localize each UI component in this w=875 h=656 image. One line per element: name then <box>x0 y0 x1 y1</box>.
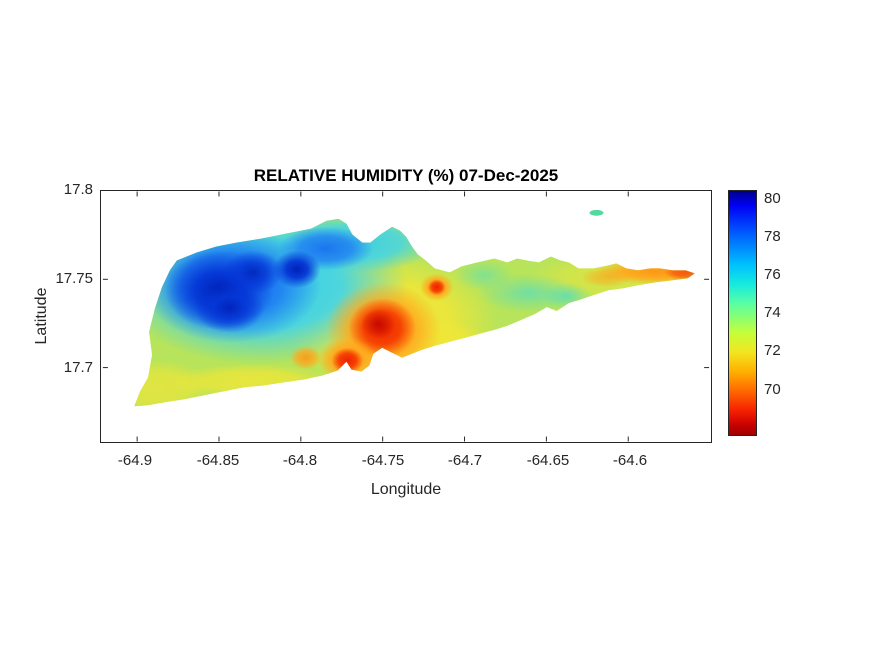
island-heatmap-svg <box>102 191 710 442</box>
x-tick-label: -64.85 <box>196 452 240 469</box>
y-axis-label: Latitude <box>33 287 50 345</box>
colorbar-tick-label: 80 <box>764 190 781 207</box>
y-tick-label: 17.8 <box>63 181 93 198</box>
colorbar-tick-label: 76 <box>764 266 781 283</box>
y-tick-label: 17.75 <box>55 270 93 287</box>
plot-area <box>100 190 712 443</box>
y-tick-label: 17.7 <box>63 359 93 376</box>
x-axis-label: Longitude <box>370 481 442 498</box>
x-tick-label: -64.9 <box>117 452 153 469</box>
islet-northeast <box>589 209 604 216</box>
x-tick-label: -64.75 <box>361 452 405 469</box>
x-tick-label: -64.7 <box>447 452 483 469</box>
colorbar-tick-label: 74 <box>764 304 781 321</box>
colorbar-tick-label: 70 <box>764 381 781 398</box>
axis-tick-marks <box>102 191 710 442</box>
chart-title: RELATIVE HUMIDITY (%) 07-Dec-2025 <box>253 166 559 185</box>
colorbar <box>728 190 757 436</box>
x-tick-label: -64.6 <box>612 452 648 469</box>
colorbar-tick-label: 78 <box>764 228 781 245</box>
colorbar-tick-label: 72 <box>764 342 781 359</box>
island-shape <box>134 218 695 407</box>
x-tick-label: -64.65 <box>526 452 570 469</box>
x-tick-label: -64.8 <box>282 452 318 469</box>
